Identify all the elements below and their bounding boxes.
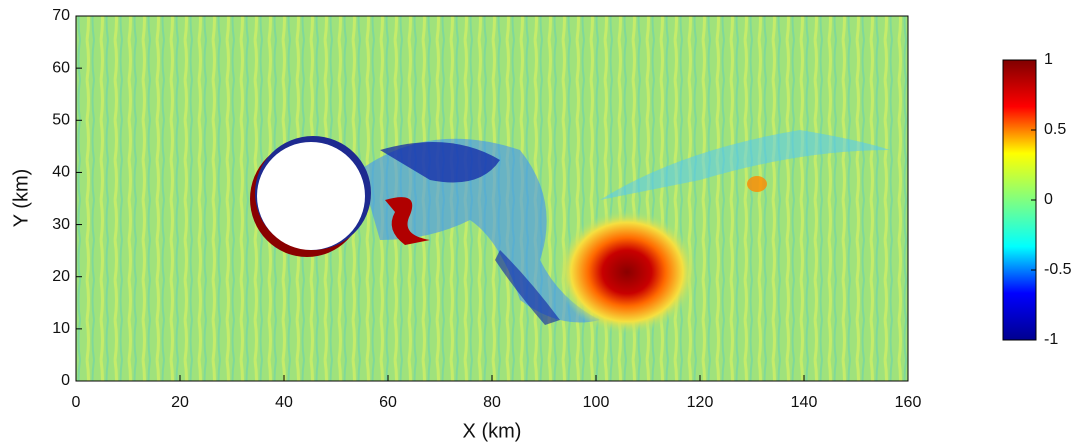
y-tick-label: 20: [52, 268, 70, 285]
colorbar-tick-label: -1: [1044, 331, 1058, 348]
y-tick-label: 50: [52, 112, 70, 129]
field: [76, 16, 908, 381]
x-tick-label: 140: [791, 394, 818, 411]
x-tick-label: 20: [171, 394, 189, 411]
x-tick-label: 120: [687, 394, 714, 411]
y-tick-label: 10: [52, 320, 70, 337]
y-tick-label: 0: [61, 372, 70, 389]
colorbar-tick-label: 0.5: [1044, 121, 1066, 138]
colorbar-tick-label: -0.5: [1044, 261, 1072, 278]
colorbar-tick-label: 1: [1044, 51, 1053, 68]
x-tick-label: 160: [895, 394, 922, 411]
x-tick-label: 0: [72, 394, 81, 411]
x-tick-label: 40: [275, 394, 293, 411]
x-tick-label: 80: [483, 394, 501, 411]
y-tick-label: 40: [52, 164, 70, 181]
colorbar-tick-label: 0: [1044, 191, 1053, 208]
x-axis-label: X (km): [463, 420, 522, 442]
y-axis-label: Y (km): [10, 169, 32, 228]
x-tick-label: 100: [583, 394, 610, 411]
x-tick-label: 60: [379, 394, 397, 411]
y-tick-label: 70: [52, 7, 70, 24]
y-tick-label: 30: [52, 216, 70, 233]
y-tick-label: 60: [52, 59, 70, 76]
